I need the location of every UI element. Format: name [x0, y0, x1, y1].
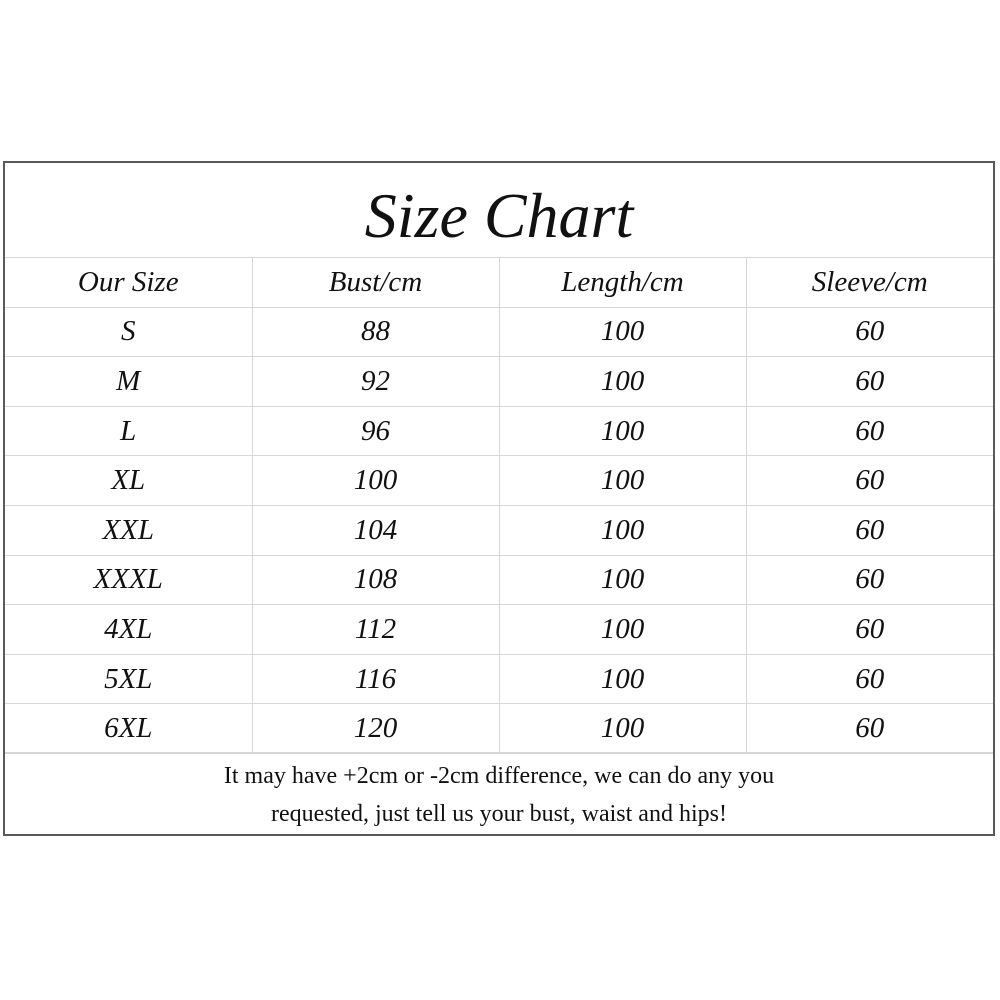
table-cell: 88 — [251, 306, 500, 358]
table-cell: 60 — [745, 405, 993, 457]
table-cell: 5XL — [5, 653, 253, 705]
table-cell: 60 — [745, 356, 993, 407]
table-cell: 60 — [745, 306, 993, 358]
table-cell: 4XL — [5, 604, 253, 655]
size-table: Our Size Bust/cm Length/cm Sleeve/cm S 88 100 6… — [5, 257, 993, 754]
table-cell: S — [5, 306, 253, 358]
table-cell: 100 — [498, 653, 747, 705]
table-cell: 60 — [745, 703, 993, 754]
header-row: Our Size Bust/cm Length/cm Sleeve/cm — [5, 257, 993, 308]
table-cell: 100 — [498, 455, 747, 506]
table-cell: 116 — [251, 653, 500, 705]
size-chart: Size Chart Our Size Bust/cm Length/cm Sleev… — [3, 161, 995, 836]
table-cell: 100 — [251, 455, 500, 506]
table-row: S 88 100 60 — [5, 306, 993, 358]
column-header: Our Size — [5, 257, 253, 308]
note-line-2: requested, just tell us your bust, waist… — [271, 801, 727, 827]
table-row: XXXL 108 100 60 — [5, 554, 993, 606]
column-header: Length/cm — [498, 257, 747, 308]
table-cell: 60 — [745, 504, 993, 556]
table-row: 4XL 112 100 60 — [5, 604, 993, 655]
table-cell: 92 — [251, 356, 500, 407]
table-cell: 6XL — [5, 703, 253, 754]
table-cell: 100 — [498, 703, 747, 754]
table-cell: 100 — [498, 554, 747, 606]
table-cell: 100 — [498, 306, 747, 358]
table-cell: XXL — [5, 504, 253, 556]
table-cell: 100 — [498, 405, 747, 457]
table-row: 5XL 116 100 60 — [5, 653, 993, 705]
table-cell: 100 — [498, 604, 747, 655]
table-cell: M — [5, 356, 253, 407]
note-line-1: It may have +2cm or -2cm difference, we … — [223, 763, 775, 789]
table-cell: 100 — [498, 356, 747, 407]
table-cell: XXXL — [5, 554, 253, 606]
table-row: XL 100 100 60 — [5, 455, 993, 506]
table-row: XXL 104 100 60 — [5, 504, 993, 556]
table-row: L 96 100 60 — [5, 405, 993, 457]
table-cell: 120 — [251, 703, 500, 754]
column-header: Sleeve/cm — [745, 257, 993, 308]
table-cell: 100 — [498, 504, 747, 556]
table-cell: L — [5, 405, 253, 457]
table-cell: 60 — [745, 554, 993, 606]
table-cell: 112 — [251, 604, 500, 655]
chart-title: Size Chart — [364, 179, 634, 251]
table-row: 6XL 120 100 60 — [5, 703, 993, 754]
table-cell: 60 — [745, 653, 993, 705]
table-cell: 108 — [251, 554, 500, 606]
size-note: It may have +2cm or -2cm difference, we … — [5, 752, 993, 836]
table-cell: 60 — [745, 455, 993, 506]
table-cell: 104 — [251, 504, 500, 556]
table-cell: 60 — [745, 604, 993, 655]
table-cell: XL — [5, 455, 253, 506]
table-cell: 96 — [251, 405, 500, 457]
table-row: M 92 100 60 — [5, 356, 993, 407]
column-header: Bust/cm — [251, 257, 500, 308]
